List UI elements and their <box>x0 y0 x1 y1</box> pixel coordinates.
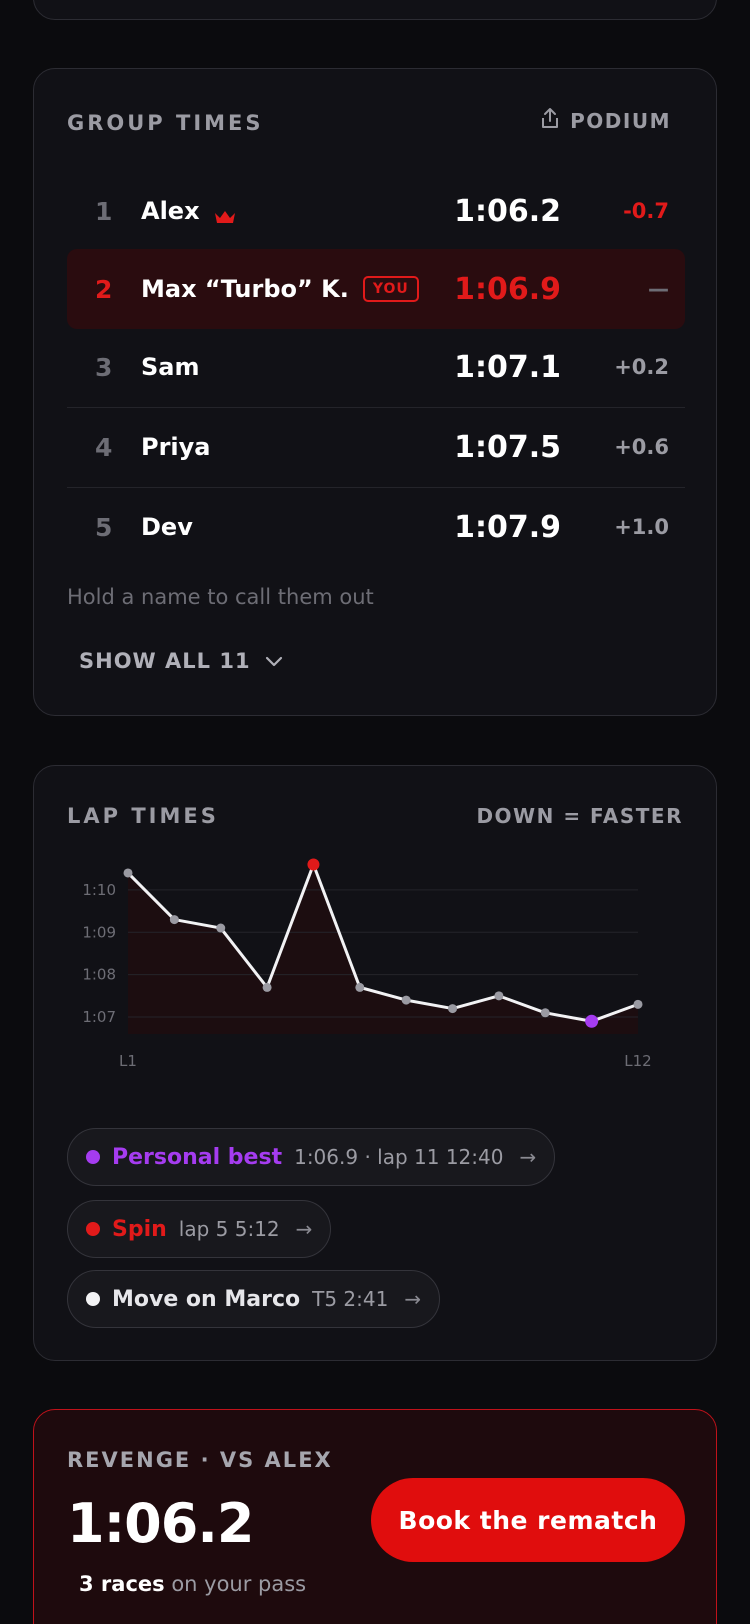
previous-card <box>33 0 717 20</box>
down-faster-note: DOWN = FASTER <box>476 804 683 828</box>
driver-name: Max “Turbo” K. <box>141 275 349 303</box>
arrow-right-icon: → <box>295 1217 313 1241</box>
pill-label: Move on Marco <box>112 1286 301 1312</box>
races-on-pass: 3 races on your pass <box>79 1572 306 1596</box>
personal-best-pill[interactable]: Personal best 1:06.9 · lap 11 12:40 → <box>67 1128 556 1186</box>
gap: +1.0 <box>614 515 669 539</box>
races-suffix: on your pass <box>164 1572 307 1596</box>
lap-point <box>169 915 179 925</box>
revenge-card: REVENGE · VS ALEX 1:06.2 3 races on your… <box>33 1409 717 1624</box>
best-lap-point <box>585 1014 599 1028</box>
group-times-card: GROUP TIMES PODIUM 1 Alex 1:06.2 -0.7 2 … <box>33 68 717 716</box>
driver-name: Dev <box>141 513 193 541</box>
white-dot-icon <box>86 1292 100 1306</box>
chevron-down-icon <box>265 649 283 673</box>
arrow-right-icon: → <box>404 1287 422 1311</box>
rank: 1 <box>95 196 113 226</box>
book-rematch-button[interactable]: Book the rematch <box>371 1478 685 1562</box>
gap: +0.2 <box>614 355 669 379</box>
races-count: 3 races <box>79 1572 165 1596</box>
pill-meta: lap 5 5:12 <box>178 1217 280 1241</box>
lap-time: 1:07.5 <box>454 429 561 465</box>
rank: 5 <box>95 512 113 542</box>
leaderboard-row-1[interactable]: 1 Alex 1:06.2 -0.7 <box>67 171 685 251</box>
podium-share-button[interactable]: PODIUM <box>540 107 671 134</box>
leaderboard-row-5[interactable]: 5 Dev 1:07.9 +1.0 <box>67 487 685 567</box>
lap-point <box>448 1004 458 1014</box>
crown-icon <box>214 203 236 223</box>
pill-meta: T5 2:41 <box>312 1287 389 1311</box>
group-times-title: GROUP TIMES <box>67 111 264 135</box>
show-all-label: SHOW ALL 11 <box>79 649 251 673</box>
leaderboard-row-4[interactable]: 4 Priya 1:07.5 +0.6 <box>67 407 685 487</box>
purple-dot-icon <box>86 1150 100 1164</box>
y-tick-label: 1:10 <box>82 881 116 899</box>
driver-name: Sam <box>141 353 200 381</box>
show-all-button[interactable]: SHOW ALL 11 <box>79 649 283 673</box>
lap-point <box>401 995 411 1005</box>
lap-time: 1:06.9 <box>454 271 561 307</box>
lap-point <box>494 991 504 1001</box>
rank: 3 <box>95 352 113 382</box>
y-tick-label: 1:09 <box>82 923 116 941</box>
pill-label: Spin <box>112 1216 167 1242</box>
hold-name-hint: Hold a name to call them out <box>67 585 374 609</box>
gap: -0.7 <box>623 199 669 223</box>
lap-times-title: LAP TIMES <box>67 804 219 828</box>
lap-times-chart: 1:10 1:09 1:08 1:07 L1 L12 <box>82 858 652 1070</box>
lap-point <box>262 982 272 992</box>
arrow-right-icon: → <box>519 1145 537 1169</box>
lap-point <box>355 982 365 992</box>
row-divider <box>67 487 685 488</box>
spin-lap-point <box>307 858 320 871</box>
spin-pill[interactable]: Spin lap 5 5:12 → <box>67 1200 332 1258</box>
rank: 2 <box>95 274 113 304</box>
red-dot-icon <box>86 1222 100 1236</box>
you-badge: YOU <box>362 276 419 302</box>
share-icon <box>540 107 560 134</box>
lap-time: 1:07.9 <box>454 509 561 545</box>
lap-time: 1:07.1 <box>454 349 561 385</box>
lap-time-line <box>126 862 639 1023</box>
lap-point <box>540 1008 550 1018</box>
y-tick-label: 1:07 <box>82 1008 116 1026</box>
lap-point <box>123 868 133 878</box>
target-time: 1:06.2 <box>67 1492 254 1555</box>
x-tick-label: L1 <box>119 1052 137 1070</box>
lap-time: 1:06.2 <box>454 193 561 229</box>
lap-point <box>216 923 226 933</box>
leaderboard-row-3[interactable]: 3 Sam 1:07.1 +0.2 <box>67 327 685 407</box>
move-on-marco-pill[interactable]: Move on Marco T5 2:41 → <box>67 1270 441 1328</box>
gap: +0.6 <box>614 435 669 459</box>
y-tick-label: 1:08 <box>82 966 116 984</box>
gap: — <box>648 277 669 301</box>
driver-name: Priya <box>141 433 211 461</box>
leaderboard-row-2-you[interactable]: 2 Max “Turbo” K. YOU 1:06.9 — <box>67 249 685 329</box>
row-divider <box>67 407 685 408</box>
lap-point <box>633 999 643 1009</box>
pill-label: Personal best <box>112 1144 283 1170</box>
podium-label: PODIUM <box>570 108 671 133</box>
lap-times-card: LAP TIMES DOWN = FASTER 1:10 1:09 1:08 1:07… <box>33 765 717 1361</box>
driver-name: Alex <box>141 197 200 225</box>
pill-meta: 1:06.9 · lap 11 12:40 <box>294 1145 504 1169</box>
x-tick-label: L12 <box>624 1052 651 1070</box>
chart-area <box>128 864 638 1034</box>
rank: 4 <box>95 432 113 462</box>
revenge-title: REVENGE · VS ALEX <box>67 1448 333 1472</box>
